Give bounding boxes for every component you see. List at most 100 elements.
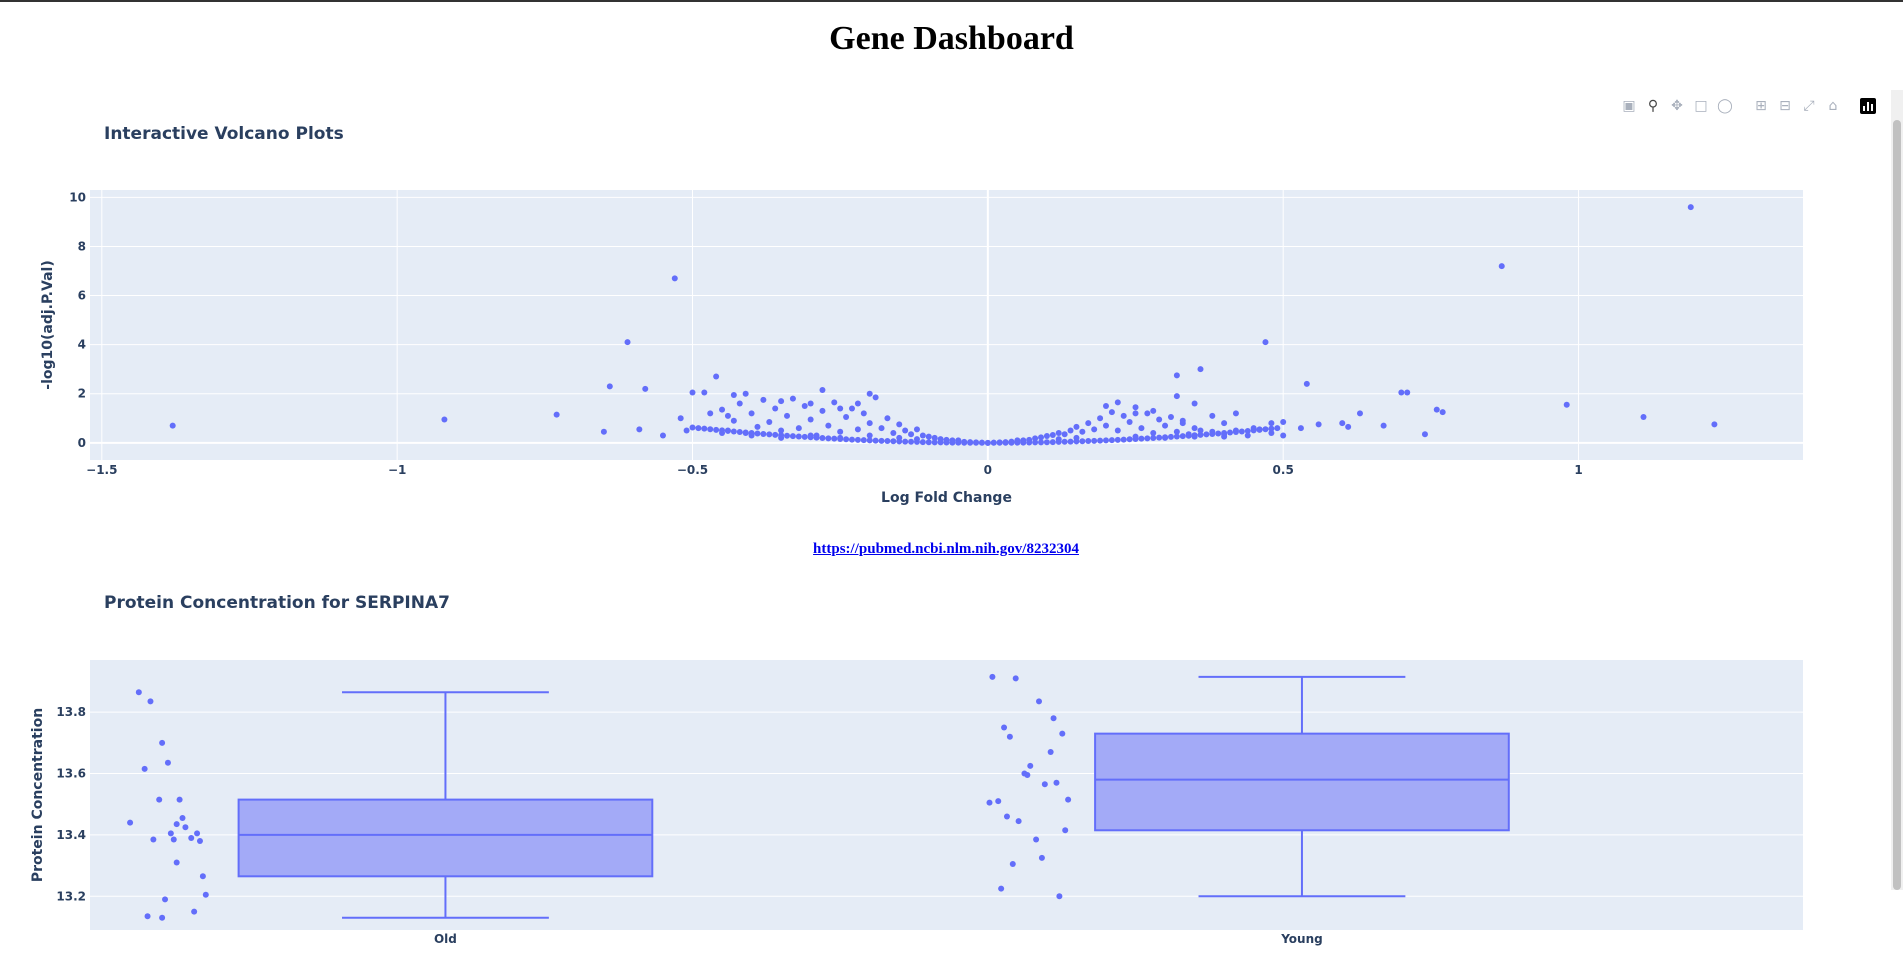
box-data-point: [1009, 861, 1016, 868]
pan-icon[interactable]: ✥: [1671, 98, 1683, 114]
volcano-point: [1563, 401, 1570, 408]
volcano-point: [1150, 435, 1157, 442]
volcano-point: [754, 423, 761, 430]
volcano-y-tick-label: 0: [78, 436, 86, 450]
volcano-point: [1433, 406, 1440, 413]
volcano-point: [848, 405, 855, 412]
reset-axes-icon[interactable]: ⌂: [1828, 98, 1838, 114]
scrollbar-thumb[interactable]: [1893, 120, 1901, 890]
volcano-point: [1150, 407, 1157, 414]
volcano-point: [1268, 430, 1275, 436]
volcano-point: [1380, 422, 1387, 429]
volcano-point: [1244, 427, 1251, 434]
volcano-point: [1091, 437, 1098, 444]
autoscale-icon[interactable]: ⤢: [1803, 98, 1815, 114]
volcano-point: [1014, 439, 1021, 446]
volcano-point: [713, 426, 720, 433]
volcano-point: [1061, 431, 1068, 438]
volcano-point: [848, 436, 855, 443]
volcano-point: [854, 426, 861, 433]
box-data-point: [202, 891, 209, 898]
volcano-point: [955, 439, 962, 446]
volcano-point: [1191, 425, 1198, 432]
zoom-in-icon[interactable]: ⊞: [1755, 98, 1767, 114]
box-select-icon[interactable]: □: [1694, 98, 1708, 114]
box-data-point: [194, 830, 201, 837]
volcano-chart-title: Interactive Volcano Plots: [104, 124, 344, 144]
box-data-point: [127, 819, 134, 826]
volcano-point: [878, 425, 885, 432]
volcano-point: [1144, 435, 1151, 442]
zoom-out-icon[interactable]: ⊟: [1779, 98, 1791, 114]
lasso-icon[interactable]: ◯: [1717, 98, 1733, 114]
volcano-point: [996, 439, 1003, 446]
volcano-point: [1191, 432, 1198, 439]
volcano-point: [1126, 418, 1133, 425]
box-data-point: [1033, 836, 1040, 843]
volcano-point: [659, 432, 666, 439]
volcano-point: [973, 439, 980, 446]
volcano-point: [707, 426, 714, 433]
box-data-point: [156, 796, 163, 803]
volcano-point: [742, 390, 749, 397]
pubmed-link[interactable]: https://pubmed.ncbi.nlm.nih.gov/8232304: [813, 541, 1079, 557]
volcano-point: [1132, 435, 1139, 442]
volcano-point: [1173, 372, 1180, 379]
zoom-icon[interactable]: ⚲: [1647, 98, 1659, 114]
volcano-point: [1067, 427, 1074, 434]
volcano-point: [1197, 431, 1204, 438]
volcano-point: [1280, 418, 1287, 425]
volcano-point: [730, 428, 737, 435]
volcano-point: [724, 427, 731, 434]
volcano-point: [169, 422, 176, 429]
volcano-point: [624, 339, 631, 346]
box-data-point: [1036, 698, 1043, 705]
volcano-point: [1339, 420, 1346, 427]
volcano-point: [1114, 436, 1121, 443]
box-data-point: [176, 796, 183, 803]
volcano-point: [778, 432, 785, 439]
volcano-point: [831, 399, 838, 406]
volcano-point: [949, 439, 956, 446]
volcano-point: [925, 433, 932, 440]
volcano-point: [701, 389, 708, 396]
volcano-point: [784, 412, 791, 419]
volcano-point: [695, 425, 702, 432]
box-x-tick-label: Old: [434, 932, 457, 946]
volcano-point: [707, 410, 714, 417]
volcano-point: [713, 373, 720, 380]
volcano-point: [1108, 437, 1115, 444]
box-data-point: [1015, 818, 1022, 825]
volcano-point: [1055, 430, 1062, 436]
camera-icon[interactable]: ▣: [1622, 98, 1636, 114]
box-data-point: [1041, 781, 1048, 788]
box-data-point: [1062, 827, 1069, 834]
volcano-point: [1167, 414, 1174, 421]
box-data-point: [1024, 772, 1031, 779]
volcano-point: [831, 435, 838, 442]
volcano-point: [1120, 436, 1127, 443]
volcano-point: [778, 427, 785, 434]
volcano-point: [1091, 426, 1098, 433]
volcano-point: [1156, 434, 1163, 441]
volcano-point: [1020, 439, 1027, 446]
volcano-point: [1209, 412, 1216, 419]
volcano-point: [967, 439, 974, 446]
volcano-point: [925, 439, 932, 446]
box-data-point: [1065, 796, 1072, 803]
volcano-point: [701, 425, 708, 432]
volcano-point: [860, 410, 867, 417]
volcano-point: [719, 406, 726, 413]
volcano-point: [854, 436, 861, 443]
box-plot-area: [90, 660, 1803, 930]
volcano-point: [1043, 432, 1050, 439]
volcano-point: [1404, 389, 1411, 396]
box-y-tick-label: 13.8: [56, 705, 86, 719]
plotly-logo-icon[interactable]: [1860, 98, 1876, 114]
volcano-point: [937, 439, 944, 446]
box-data-point: [188, 834, 195, 841]
box-y-tick-label: 13.2: [56, 889, 86, 903]
volcano-point: [837, 428, 844, 435]
